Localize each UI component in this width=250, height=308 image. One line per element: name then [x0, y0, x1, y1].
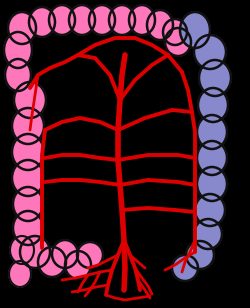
Ellipse shape [186, 241, 214, 269]
Ellipse shape [109, 5, 135, 35]
Ellipse shape [172, 255, 198, 281]
Ellipse shape [52, 240, 78, 268]
Ellipse shape [195, 194, 225, 226]
Ellipse shape [147, 10, 173, 40]
Ellipse shape [13, 211, 43, 245]
Ellipse shape [89, 5, 115, 35]
Ellipse shape [180, 12, 210, 48]
Ellipse shape [129, 5, 155, 35]
Ellipse shape [12, 108, 44, 144]
Ellipse shape [197, 115, 227, 149]
Ellipse shape [10, 236, 34, 264]
Ellipse shape [77, 242, 103, 268]
Ellipse shape [29, 7, 55, 37]
Ellipse shape [12, 160, 44, 196]
Ellipse shape [14, 82, 46, 118]
Ellipse shape [199, 60, 231, 96]
Ellipse shape [13, 187, 43, 221]
Ellipse shape [197, 141, 227, 175]
Ellipse shape [9, 261, 31, 287]
Ellipse shape [69, 5, 95, 35]
Ellipse shape [49, 5, 75, 35]
Ellipse shape [20, 236, 50, 268]
Ellipse shape [5, 59, 31, 91]
Ellipse shape [12, 134, 44, 170]
Ellipse shape [163, 19, 187, 45]
Ellipse shape [165, 28, 191, 56]
Ellipse shape [194, 35, 226, 69]
Ellipse shape [194, 219, 222, 249]
Ellipse shape [8, 12, 36, 44]
Ellipse shape [38, 247, 66, 277]
Ellipse shape [65, 251, 91, 279]
Ellipse shape [197, 167, 227, 201]
Ellipse shape [4, 32, 32, 68]
Ellipse shape [198, 88, 228, 122]
